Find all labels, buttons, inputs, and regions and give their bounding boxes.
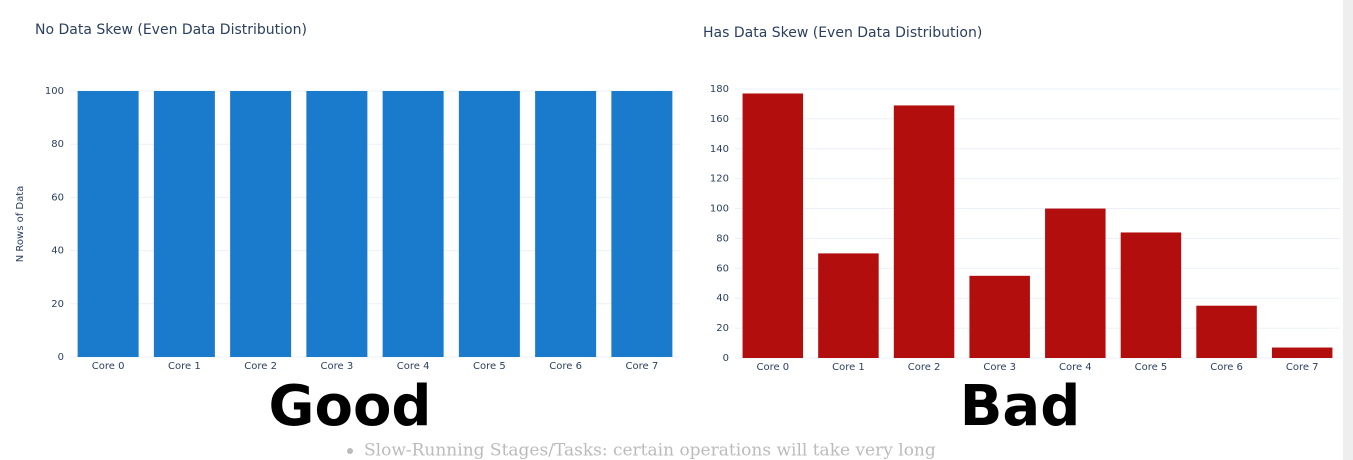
bar — [893, 105, 955, 358]
annotation: Good — [269, 374, 432, 439]
chart-title: Has Data Skew (Even Data Distribution) — [703, 25, 982, 41]
x-tick-label: Core 7 — [1286, 362, 1319, 373]
x-tick-label: Core 6 — [1210, 362, 1243, 373]
x-tick-label: Core 5 — [473, 361, 506, 372]
bar — [1120, 232, 1182, 358]
y-tick-label: 100 — [45, 86, 64, 97]
bar — [382, 91, 444, 357]
x-tick-label: Core 4 — [1059, 362, 1092, 373]
bar — [535, 91, 597, 357]
x-tick-label: Core 2 — [908, 362, 941, 373]
x-tick-label: Core 5 — [1135, 362, 1168, 373]
bar — [153, 91, 215, 357]
bar — [969, 275, 1030, 358]
y-tick-label: 20 — [51, 299, 64, 310]
x-tick-label: Core 1 — [832, 362, 865, 373]
y-tick-label: 0 — [58, 352, 64, 363]
bullet — [347, 448, 353, 454]
bar — [230, 91, 292, 357]
x-tick-label: Core 4 — [397, 361, 430, 372]
y-tick-label: 160 — [710, 114, 729, 125]
y-tick-label: 60 — [51, 192, 64, 203]
y-axis-label: N Rows of Data — [15, 186, 26, 263]
bar — [1196, 305, 1257, 358]
annotation: Bad — [960, 374, 1081, 439]
scrollbar — [1343, 0, 1353, 460]
bar — [306, 91, 368, 357]
chart-title: No Data Skew (Even Data Distribution) — [35, 22, 307, 38]
y-tick-label: 40 — [51, 246, 64, 257]
background-text: Slow-Running Stages/Tasks: certain opera… — [364, 441, 936, 460]
bar — [1045, 208, 1106, 358]
x-tick-label: Core 2 — [244, 361, 277, 372]
x-tick-label: Core 7 — [626, 361, 659, 372]
y-tick-label: 140 — [710, 144, 729, 155]
x-tick-label: Core 6 — [549, 361, 582, 372]
x-tick-label: Core 0 — [756, 362, 789, 373]
y-tick-label: 60 — [716, 263, 729, 274]
y-tick-label: 100 — [710, 204, 729, 215]
y-tick-label: 80 — [51, 139, 64, 150]
bar — [742, 93, 804, 358]
bar — [77, 91, 139, 357]
x-tick-label: Core 1 — [168, 361, 201, 372]
y-tick-label: 120 — [710, 174, 729, 185]
bar — [818, 253, 879, 358]
bar — [611, 91, 673, 357]
y-tick-label: 180 — [710, 84, 729, 95]
bar — [1271, 347, 1333, 358]
y-tick-label: 80 — [716, 233, 729, 244]
y-tick-label: 20 — [716, 323, 729, 334]
y-tick-label: 40 — [716, 293, 729, 304]
x-tick-label: Core 0 — [92, 361, 125, 372]
x-tick-label: Core 3 — [321, 361, 354, 372]
x-tick-label: Core 3 — [983, 362, 1016, 373]
bar — [458, 91, 520, 357]
y-tick-label: 0 — [723, 353, 729, 364]
